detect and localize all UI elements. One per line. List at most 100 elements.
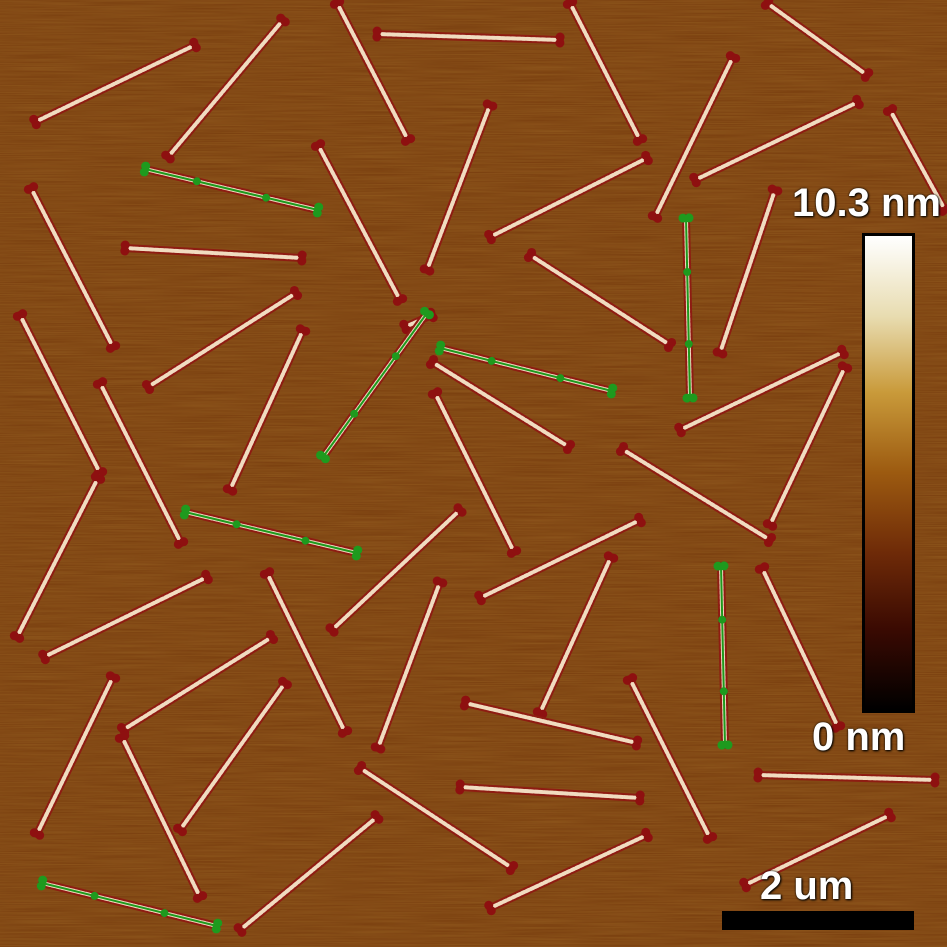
rod-body	[653, 55, 735, 219]
rod-trace	[144, 168, 319, 211]
rod-endpoint	[120, 731, 130, 741]
rod-body	[98, 381, 183, 545]
rod-endpoint	[432, 576, 442, 586]
rod-endpoint	[689, 172, 699, 182]
rod-body	[488, 833, 649, 910]
rod-endpoint	[198, 891, 208, 901]
red-rod	[353, 760, 519, 876]
rod-body	[528, 253, 672, 347]
red-rod	[92, 377, 189, 549]
rod-body	[620, 447, 772, 542]
green-rod	[434, 340, 618, 399]
rod-endpoint	[120, 240, 130, 250]
rod-endpoint	[943, 204, 947, 214]
red-rod	[425, 354, 576, 455]
trace-point	[556, 374, 565, 383]
rod-body	[238, 815, 379, 932]
green-rod	[139, 161, 324, 218]
red-rod	[760, 0, 874, 82]
red-rod	[161, 13, 290, 164]
red-rod	[9, 472, 106, 643]
rod-endpoint	[836, 721, 846, 731]
rod-endpoint	[509, 860, 519, 870]
trace-point	[718, 615, 727, 624]
red-rod	[310, 139, 408, 306]
rod-body	[265, 571, 347, 734]
rod-endpoint	[455, 779, 465, 789]
rod-body	[33, 43, 197, 124]
rod-body	[146, 291, 298, 389]
rod-body	[488, 156, 649, 239]
rod-endpoint	[436, 340, 446, 350]
scale-bar-label: 2 um	[760, 864, 854, 908]
red-rod	[753, 767, 940, 788]
rod-endpoint	[29, 182, 39, 192]
rod-endpoint	[419, 264, 429, 274]
rod-endpoint	[141, 161, 151, 171]
rod-endpoint	[837, 361, 847, 371]
rod-body	[330, 508, 462, 632]
rod-endpoint	[888, 104, 898, 114]
red-rod	[647, 51, 741, 223]
rod-endpoint	[98, 467, 108, 477]
rod-endpoint	[141, 379, 151, 389]
trace-point	[232, 520, 241, 529]
rod-body	[433, 391, 516, 554]
rod-endpoint	[222, 484, 232, 494]
rod-endpoint	[767, 532, 777, 542]
red-rod	[222, 324, 311, 496]
red-rod	[455, 779, 645, 806]
trace-point	[684, 340, 693, 348]
rod-endpoint	[276, 13, 286, 23]
rod-endpoint	[173, 823, 183, 833]
green-rod	[678, 213, 698, 403]
rod-body	[166, 18, 285, 159]
rod-body	[178, 681, 287, 832]
rod-endpoint	[688, 393, 698, 403]
red-rod	[427, 387, 522, 558]
rod-body	[693, 100, 860, 182]
rod-endpoint	[635, 790, 645, 800]
rod-endpoint	[9, 631, 19, 641]
rod-body	[316, 143, 402, 302]
rod-body	[29, 186, 115, 349]
rod-endpoint	[619, 441, 629, 451]
rod-endpoint	[98, 377, 108, 387]
red-rod	[38, 569, 213, 665]
rod-endpoint	[201, 569, 211, 579]
red-rod	[141, 285, 303, 395]
rod-endpoint	[555, 32, 565, 42]
rod-body	[463, 701, 639, 745]
rod-endpoint	[420, 306, 430, 316]
red-rod	[474, 512, 646, 606]
rod-endpoint	[161, 150, 171, 160]
rod-body	[568, 1, 642, 142]
rod-body	[35, 675, 115, 836]
rod-endpoint	[289, 285, 299, 295]
rod-endpoint	[527, 247, 537, 257]
rod-body	[376, 580, 442, 750]
rod-endpoint	[532, 707, 542, 717]
red-rod	[622, 673, 718, 844]
rod-endpoint	[608, 383, 618, 393]
trace-point	[160, 909, 169, 918]
rod-endpoint	[603, 551, 613, 561]
rod-endpoint	[297, 250, 307, 260]
colorbar-max-label: 10.3 nm	[792, 181, 941, 225]
rod-body	[743, 813, 892, 887]
rod-endpoint	[634, 512, 644, 522]
red-rod	[329, 0, 416, 146]
rod-body	[678, 350, 845, 432]
rod-endpoint	[295, 324, 305, 334]
rod-trace	[720, 565, 726, 746]
rod-body	[121, 635, 274, 732]
rod-body	[538, 555, 613, 715]
trace-point	[301, 536, 310, 545]
rod-endpoint	[353, 545, 363, 555]
red-rod	[523, 247, 677, 353]
red-rod	[739, 807, 896, 893]
colorbar-min-label: 0 nm	[812, 715, 906, 759]
rod-endpoint	[767, 184, 777, 194]
rods-red-layer	[9, 0, 947, 937]
rod-endpoint	[474, 590, 484, 600]
